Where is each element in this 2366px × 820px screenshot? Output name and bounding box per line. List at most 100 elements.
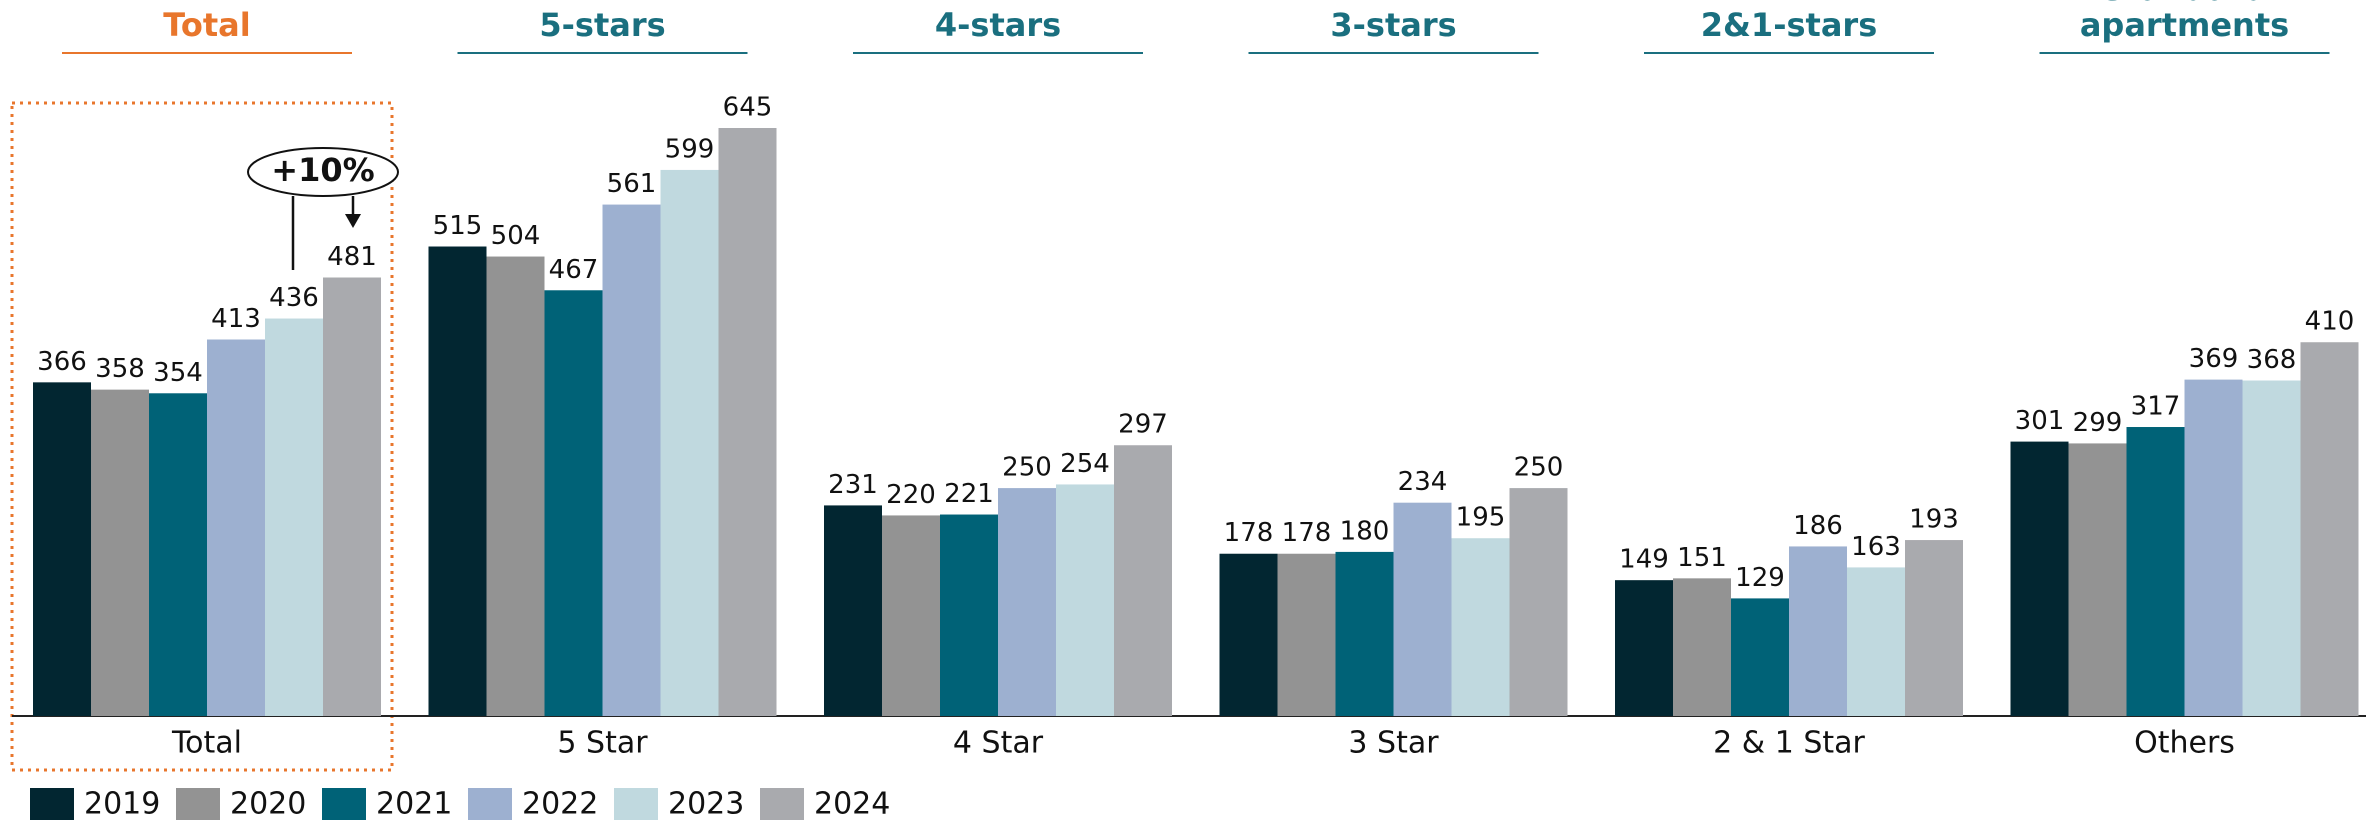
header: 4-stars [935,6,1061,44]
value-label: 481 [327,242,377,272]
value-label: 186 [1793,511,1843,541]
header: 5-stars [539,6,665,44]
value-label: 436 [269,283,319,313]
bar [1673,578,1731,716]
value-label: 645 [723,93,773,123]
bar [207,339,265,716]
value-label: 221 [944,479,994,509]
value-label: 561 [607,169,657,199]
x-tick-label: Others [2134,726,2235,761]
value-label: 220 [886,480,936,510]
bar [1056,484,1114,716]
value-label: 231 [828,470,878,500]
legend-label: 2024 [814,787,890,820]
value-label: 358 [95,354,145,384]
bar [1731,598,1789,716]
bar [1219,553,1278,716]
bar [428,246,487,716]
bar [486,256,545,716]
value-label: 366 [37,347,87,377]
value-label: 163 [1851,532,1901,562]
bar [91,389,149,716]
bar [998,488,1056,716]
bar [660,169,719,717]
x-tick-label: Total [171,726,242,761]
annotation: +10% [271,151,374,189]
bar [33,382,91,716]
value-label: 149 [1619,545,1669,575]
bar [544,290,603,716]
bar [1847,567,1905,716]
value-label: 515 [433,211,483,241]
bar [1509,488,1568,716]
bar [2068,443,2127,716]
legend-swatch [322,788,366,820]
x-tick-label: 2 & 1 Star [1713,726,1865,761]
legend-label: 2019 [84,787,160,820]
header: 3-stars [1330,6,1456,44]
annotation-bubble [247,147,399,197]
bar [323,277,381,716]
legend-swatch [468,788,512,820]
bar [2242,380,2301,716]
bar [2126,427,2185,716]
legend-label: 2023 [668,787,744,820]
bar [718,128,777,716]
value-label: 317 [2131,392,2181,422]
bar [2184,379,2243,716]
bar [602,204,661,716]
bar [940,514,998,716]
bar [824,505,882,716]
bar [2300,342,2359,716]
value-label: 369 [2189,344,2239,374]
legend-label: 2021 [376,787,452,820]
header: 2&1-stars [1701,6,1877,44]
x-tick-label: 5 Star [557,726,648,761]
value-label: 254 [1060,449,1110,479]
value-label: 250 [1514,453,1564,483]
bar [1114,445,1172,716]
legend-swatch [760,788,804,820]
x-tick-label: 4 Star [953,726,1044,761]
value-label: 354 [153,358,203,388]
value-label: 504 [491,221,541,251]
value-label: 193 [1909,505,1959,535]
header: Standardapartments [2080,0,2289,44]
value-label: 129 [1735,563,1785,593]
bar [265,318,323,716]
bar [1451,538,1510,716]
header: Total [163,6,250,44]
value-label: 151 [1677,543,1727,573]
highlight-box [10,101,394,772]
value-label: 178 [1224,518,1274,548]
value-label: 178 [1282,518,1332,548]
bar [1277,553,1336,716]
value-label: 250 [1002,453,1052,483]
x-tick-label: 3 Star [1348,726,1439,761]
bar [1789,546,1847,716]
value-label: 368 [2247,345,2297,375]
value-label: 180 [1340,516,1390,546]
value-label: 301 [2015,406,2065,436]
value-label: 297 [1118,410,1168,440]
value-label: 234 [1398,467,1448,497]
legend-label: 2020 [230,787,306,820]
value-label: 299 [2073,408,2123,438]
bar [1615,580,1673,716]
bar [882,515,940,716]
bar [1393,502,1452,716]
legend-swatch [176,788,220,820]
legend-label: 2022 [522,787,598,820]
annotation-arrowhead [345,214,361,228]
bar [1335,551,1394,716]
value-label: 467 [549,255,599,285]
value-label: 599 [665,134,715,164]
value-label: 413 [211,304,261,334]
value-label: 410 [2305,307,2355,337]
bar [149,393,207,716]
legend-swatch [30,788,74,820]
value-label: 195 [1456,503,1506,533]
legend-swatch [614,788,658,820]
bar [1905,540,1963,716]
